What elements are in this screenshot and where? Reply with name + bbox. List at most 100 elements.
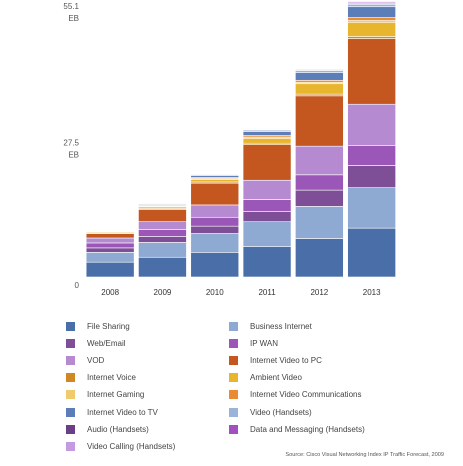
- legend-label: Internet Gaming: [87, 390, 145, 400]
- bar-segment-2012-ip-wan: [295, 174, 344, 191]
- bar-stack-2012: [295, 68, 344, 278]
- y-tick-label: 27.5: [63, 138, 79, 147]
- bar-stack-2013: [347, 1, 396, 278]
- legend-swatch: [66, 373, 75, 383]
- bar-segment-2013-web-email: [347, 165, 396, 188]
- legend-label: VOD: [87, 355, 105, 365]
- bar-segment-2012-file-sharing: [295, 238, 344, 278]
- bar-segment-2011-internet-video-to-pc: [242, 144, 292, 181]
- source-note: Source: Cisco Visual Networking Index IP…: [285, 452, 444, 458]
- bar-segment-2011-internet-video-to-tv: [242, 131, 292, 136]
- x-tick-label: 2013: [363, 288, 381, 297]
- bar-segment-2011-file-sharing: [242, 246, 292, 278]
- bars-layer: [85, 1, 396, 278]
- legend-item: File Sharing: [66, 318, 130, 334]
- chart-canvas: 2008 2009 2010 2011 2012 2013 55.1 EB 27.5 EB 0: [63, 1, 396, 297]
- bar-segment-2013-internet-video-to-pc: [347, 38, 396, 105]
- bar-segment-2011-ip-wan: [242, 199, 292, 212]
- x-tick-label: 2009: [154, 288, 172, 297]
- bar-segment-2008-web-email: [85, 247, 135, 253]
- bar-segment-2010-web-email: [190, 225, 240, 234]
- legend-swatch: [229, 424, 238, 434]
- legend-item: Web/Email: [66, 335, 126, 351]
- stacked-bar-chart: 2008 2009 2010 2011 2012 2013 55.1 EB 27.5 EB 0: [63, 1, 396, 297]
- legend-label: Data and Messaging (Handsets): [250, 424, 365, 434]
- y-tick-label: EB: [68, 150, 79, 159]
- bar-segment-2013-video-handsets-: [347, 3, 396, 8]
- bar-segment-2012-business-internet: [295, 206, 344, 239]
- legend-label: Audio (Handsets): [87, 424, 149, 434]
- legend-item: Business Internet: [229, 318, 312, 334]
- bar-segment-2010-internet-video-to-pc: [190, 182, 240, 206]
- bar-segment-2009-ip-wan: [138, 229, 187, 237]
- bar-segment-2010-ip-wan: [190, 216, 240, 227]
- bar-segment-2009-vod: [138, 221, 187, 230]
- bar-stack-2009: [138, 203, 187, 278]
- bar-segment-2008-file-sharing: [85, 261, 135, 278]
- legend-swatch: [66, 321, 75, 331]
- bar-stack-2011: [242, 128, 292, 278]
- legend-item: IP WAN: [229, 335, 278, 351]
- bar-segment-2010-vod: [190, 204, 240, 218]
- bar-segment-2012-ambient-video: [295, 83, 344, 95]
- bar-segment-2012-internet-video-to-pc: [295, 95, 344, 147]
- legend-item: Internet Voice: [66, 370, 136, 386]
- bar-segment-2013-business-internet: [347, 187, 396, 229]
- bar-segment-2011-ambient-video: [242, 137, 292, 144]
- bar-segment-2011-vod: [242, 179, 292, 200]
- bar-segment-2008-vod: [85, 237, 135, 244]
- legend-item: Video (Handsets): [229, 404, 312, 420]
- legend-item: Audio (Handsets): [66, 421, 149, 437]
- legend-item: Ambient Video: [229, 370, 302, 386]
- bar-segment-2013-ip-wan: [347, 145, 396, 166]
- bar-segment-2011-web-email: [242, 211, 292, 223]
- x-tick-label: 2012: [310, 288, 328, 297]
- bar-segment-2013-internet-video-to-tv: [347, 6, 396, 18]
- legend-label: Internet Video Communications: [250, 390, 362, 400]
- bar-segment-2011-business-internet: [242, 221, 292, 247]
- y-tick-label: 55.1: [63, 2, 79, 11]
- bar-segment-2008-business-internet: [85, 252, 135, 263]
- x-tick-label: 2010: [206, 288, 224, 297]
- legend: File Sharing Web/Email VOD Internet Voice In…: [66, 318, 446, 451]
- legend-swatch: [229, 338, 238, 348]
- legend-label: Internet Video to PC: [250, 355, 322, 365]
- legend-label: Video Calling (Handsets): [87, 441, 176, 451]
- legend-swatch: [229, 390, 238, 400]
- bar-segment-2008-internet-video-to-pc: [85, 233, 135, 239]
- legend-item: Internet Video to TV: [66, 404, 158, 420]
- x-tick-label: 2011: [258, 288, 276, 297]
- legend-label: Business Internet: [250, 321, 312, 331]
- legend-swatch: [66, 355, 75, 365]
- bar-stack-2008: [85, 229, 135, 278]
- bar-segment-2012-web-email: [295, 189, 344, 207]
- legend-item: Internet Video to PC: [229, 352, 322, 368]
- legend-swatch: [229, 373, 238, 383]
- legend-swatch: [66, 390, 75, 400]
- bar-segment-2013-ambient-video: [347, 21, 396, 37]
- legend-item: VOD: [66, 352, 104, 368]
- bar-segment-2009-business-internet: [138, 242, 187, 258]
- legend-label: Web/Email: [87, 338, 126, 348]
- bar-segment-2013-file-sharing: [347, 227, 396, 278]
- legend-label: Video (Handsets): [250, 407, 312, 417]
- legend-swatch: [66, 338, 75, 348]
- bar-stack-2010: [190, 173, 240, 278]
- bar-segment-2013-vod: [347, 103, 396, 146]
- legend-swatch: [229, 355, 238, 365]
- legend-swatch: [66, 407, 75, 417]
- axis-layer: 2008 2009 2010 2011 2012 2013 55.1 EB 27.5 EB 0: [63, 2, 381, 297]
- bar-segment-2012-vod: [295, 145, 344, 176]
- bar-segment-2013-internet-video-communications: [347, 17, 396, 21]
- legend-label: File Sharing: [87, 321, 130, 331]
- legend-label: IP WAN: [250, 338, 279, 348]
- legend-swatch: [229, 321, 238, 331]
- x-tick-label: 2008: [101, 288, 119, 297]
- legend-swatch: [66, 424, 75, 434]
- legend-swatch: [229, 407, 238, 417]
- legend-label: Ambient Video: [250, 373, 302, 383]
- bar-segment-2010-ambient-video: [190, 179, 240, 183]
- bar-segment-2012-video-handsets-: [295, 70, 344, 73]
- bar-segment-2009-file-sharing: [138, 256, 187, 278]
- bar-segment-2010-business-internet: [190, 233, 240, 253]
